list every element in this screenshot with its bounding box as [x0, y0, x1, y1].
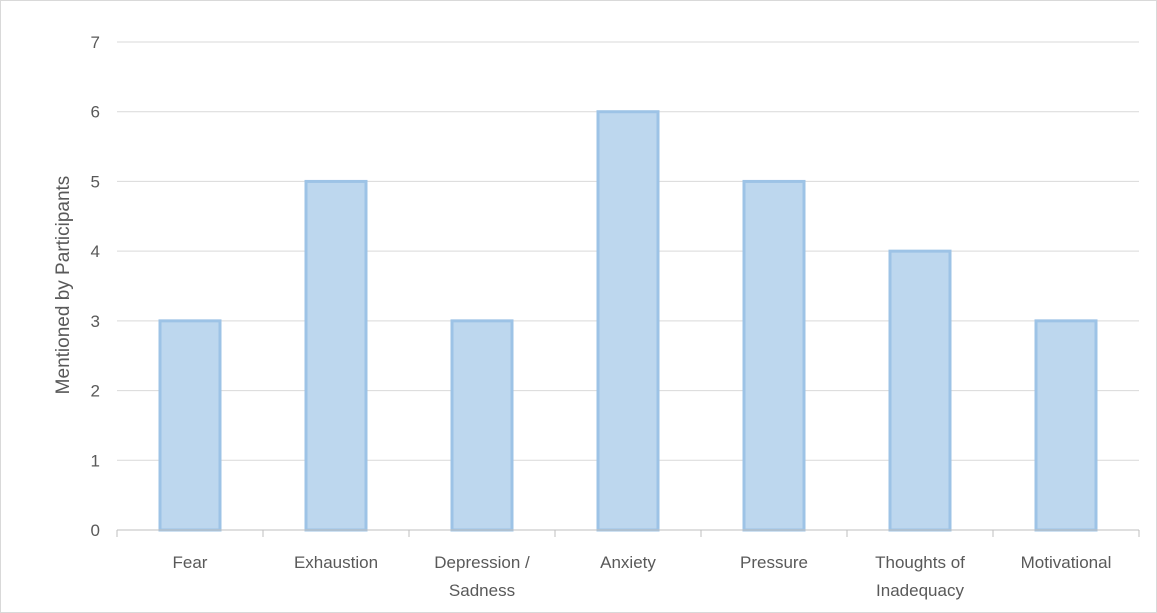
y-tick-label: 2 — [91, 382, 100, 401]
x-category-label: Thoughts of Inadequacy — [875, 553, 965, 600]
x-category-label: Depression / Sadness — [434, 553, 530, 600]
y-tick-label: 4 — [91, 242, 100, 261]
bar — [888, 249, 952, 532]
x-category-label: Fear — [173, 553, 208, 572]
y-tick-label: 3 — [91, 312, 100, 331]
y-tick-label: 1 — [91, 451, 100, 470]
y-tick-label: 0 — [91, 521, 100, 540]
bar — [1034, 319, 1098, 532]
y-tick-label: 6 — [91, 103, 100, 122]
x-category-label: Motivational — [1021, 553, 1112, 572]
y-axis-title: Mentioned by Participants — [53, 176, 74, 395]
bar — [596, 110, 660, 532]
bar — [742, 179, 806, 532]
y-tick-label: 7 — [91, 33, 100, 52]
bar — [158, 319, 222, 532]
labels: 0 1 2 3 4 5 6 7 Fear Exhaustion Depression / Sadnes… — [91, 33, 1112, 600]
x-category-label: Anxiety — [600, 553, 656, 572]
x-category-label: Exhaustion — [294, 553, 378, 572]
bar — [450, 319, 514, 532]
y-tick-label: 5 — [91, 172, 100, 191]
axes — [116, 529, 1140, 537]
bar — [304, 179, 368, 532]
x-category-label: Pressure — [740, 553, 808, 572]
bars — [158, 110, 1098, 532]
